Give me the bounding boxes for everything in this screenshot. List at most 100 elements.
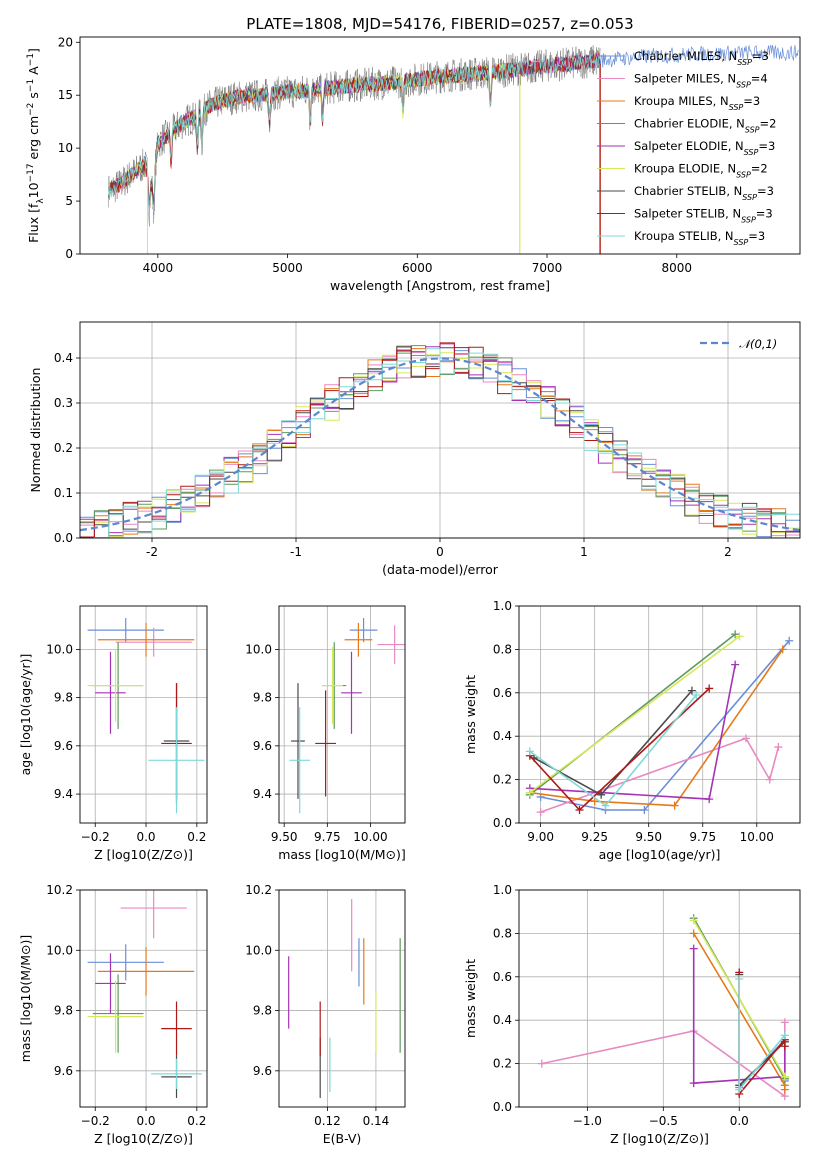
x-tick-label: 5000 — [272, 261, 303, 275]
y-tick-label: 10.0 — [245, 943, 272, 957]
legend-nssp-label: , N — [728, 139, 744, 153]
y-tick-label: 10.2 — [46, 883, 73, 897]
y-tick-label: 15 — [58, 88, 73, 102]
point-marker — [640, 805, 649, 814]
y-tick-label: 10.0 — [46, 642, 73, 656]
y-tick-label: 9.6 — [253, 739, 272, 753]
legend-nssp-sub: SSP — [737, 58, 752, 67]
legend-nssp-value: =2 — [760, 117, 777, 131]
legend-nssp-sub: SSP — [741, 215, 756, 224]
legend-nssp-value: =3 — [752, 49, 769, 63]
legend-nssp-value: =2 — [751, 162, 768, 176]
y-tick-label: 1.0 — [493, 599, 512, 613]
x-tick-label: 9.00 — [527, 830, 554, 844]
x-tick-label: −0.2 — [81, 830, 110, 844]
weight-series — [540, 737, 780, 813]
x-tick-label: 9.50 — [635, 830, 662, 844]
point-marker — [735, 1085, 744, 1094]
x-tick-label: 6000 — [402, 261, 433, 275]
legend-entry: Kroupa MILES, NSSP=3 — [634, 94, 760, 112]
x-tick-label: 0.2 — [187, 1114, 206, 1128]
weight-series — [529, 648, 784, 807]
point-marker — [536, 808, 545, 817]
legend-name: Kroupa ELODIE — [634, 162, 720, 176]
x-tick-label: 10.00 — [353, 830, 387, 844]
x-tick-label: 9.75 — [689, 830, 716, 844]
x-tick-label: 0.2 — [187, 830, 206, 844]
point-marker — [601, 801, 610, 810]
point-marker — [780, 1031, 789, 1040]
legend-nssp-label: , N — [721, 49, 737, 63]
legend-name: Kroupa STELIB — [634, 229, 718, 243]
axes-frame — [518, 605, 801, 824]
legend-nssp-sub: SSP — [736, 170, 751, 179]
x-tick-label: −0.2 — [81, 1114, 110, 1128]
legend-entry: Chabrier ELODIE, NSSP=2 — [634, 117, 776, 135]
point-marker — [778, 645, 787, 654]
y-tick-label: 0.2 — [493, 773, 512, 787]
y-tick-label: 0.6 — [493, 686, 512, 700]
axes-frame — [79, 889, 208, 1108]
label-part: λ — [36, 198, 46, 204]
error-bars — [87, 618, 205, 814]
model-spectrum — [108, 54, 601, 213]
x-tick-label: 0.12 — [314, 1114, 341, 1128]
y-tick-label: 1.0 — [493, 883, 512, 897]
y-tick-label: 0.0 — [54, 531, 73, 545]
point-marker — [692, 690, 701, 699]
point-marker — [735, 632, 744, 641]
error-bars — [288, 899, 401, 1098]
label-part: −2 — [26, 103, 36, 116]
y-tick-label: 0 — [65, 247, 73, 261]
x-tick-label: 9.50 — [271, 830, 298, 844]
y-tick-label: 0.1 — [54, 486, 73, 500]
weight-series — [529, 633, 736, 796]
y-axis-label: mass weight — [463, 675, 478, 754]
legend-entry: Chabrier STELIB, NSSP=3 — [634, 184, 774, 202]
point-marker — [597, 790, 606, 799]
legend-nssp-sub: SSP — [745, 125, 760, 134]
legend-entry: 𝒩(0,1) — [739, 337, 777, 351]
y-axis-label: mass [log10(M/M⊙)] — [18, 935, 33, 1063]
point-marker — [575, 805, 584, 814]
x-tick-label: 0.0 — [730, 1114, 749, 1128]
x-axis-label: Z [log10(Z/Z⊙)] — [94, 1131, 193, 1146]
histogram-series — [80, 348, 800, 538]
axes-frame — [79, 605, 208, 824]
x-tick-label: 0.0 — [136, 1114, 155, 1128]
y-tick-label: 9.6 — [54, 1064, 73, 1078]
label-part: −1 — [26, 53, 36, 66]
label-part: Flux [f — [26, 203, 41, 243]
legend-name: Salpeter STELIB — [634, 207, 725, 221]
legend-nssp-sub: SSP — [729, 103, 744, 112]
legend-nssp-label: , N — [718, 229, 734, 243]
point-marker — [731, 660, 740, 669]
point-marker — [741, 734, 750, 743]
y-tick-label: 0.4 — [493, 729, 512, 743]
error-bars — [289, 618, 405, 814]
point-marker — [735, 974, 744, 983]
legend-nssp-label: , N — [720, 162, 736, 176]
y-tick-label: 9.4 — [54, 787, 73, 801]
legend-name: Salpeter MILES — [634, 72, 720, 86]
x-tick-label: 0 — [436, 545, 444, 559]
x-tick-label: -1 — [290, 545, 302, 559]
point-marker — [780, 1042, 789, 1051]
legend-entry: Kroupa STELIB, NSSP=3 — [634, 229, 765, 247]
legend-nssp-sub: SSP — [742, 193, 757, 202]
y-tick-label: 9.4 — [253, 787, 272, 801]
x-tick-label: 4000 — [143, 261, 174, 275]
y-axis-label: Flux [fλ10−17 erg cm−2 s−1 A−1] — [26, 48, 46, 243]
x-tick-label: 7000 — [532, 261, 563, 275]
y-axis-label: mass weight — [463, 959, 478, 1038]
label-part: −1 — [26, 79, 36, 92]
y-tick-label: 9.6 — [54, 739, 73, 753]
legend-name: Kroupa MILES — [634, 94, 713, 108]
axes-frame — [79, 36, 801, 255]
legend-nssp-label: , N — [726, 184, 742, 198]
x-axis-label: (data-model)/error — [382, 562, 499, 577]
point-marker — [785, 636, 794, 645]
label-part: ] — [26, 48, 41, 53]
spectrum-lines — [108, 44, 799, 254]
